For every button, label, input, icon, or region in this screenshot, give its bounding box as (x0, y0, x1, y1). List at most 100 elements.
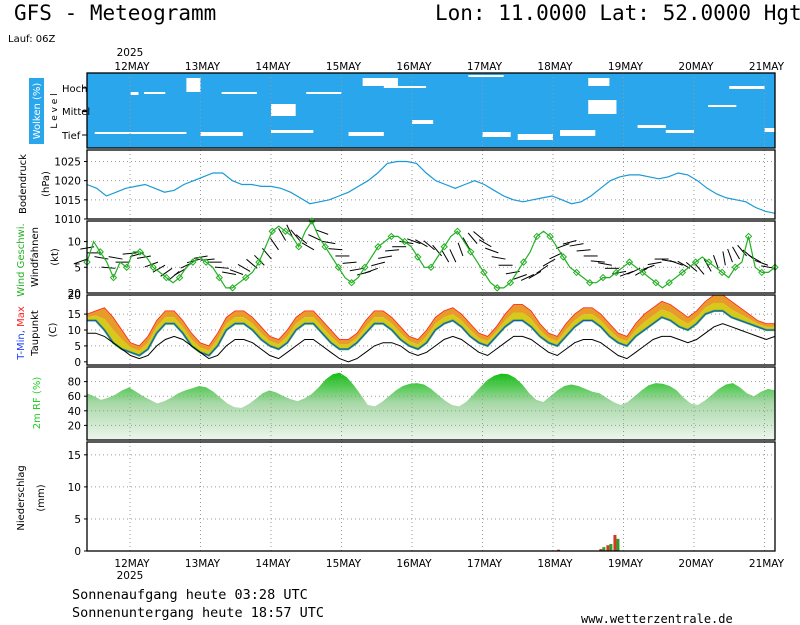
cloud-free-area (348, 132, 384, 136)
wind-barb (432, 244, 443, 257)
wind-barb (229, 269, 244, 275)
wind-barb (748, 254, 762, 263)
panel-frame (86, 220, 776, 294)
y-tick-label: 20 (68, 420, 81, 432)
wind-barb (555, 243, 570, 249)
wind-barb (641, 264, 655, 271)
site-link[interactable]: www.wetterzentrale.de (581, 612, 733, 625)
wind-barb (371, 261, 386, 267)
wind-barb (378, 255, 393, 259)
bottom-day-label: 15MAY (326, 558, 362, 570)
bottom-day-label: 12MAY (114, 558, 150, 570)
y-tick-label: 80 (68, 377, 81, 389)
bottom-day-label: 16MAY (396, 558, 432, 570)
top-year-label: 2025 (117, 47, 144, 59)
wind-speed-point (665, 279, 673, 287)
wind-speed-point (374, 243, 382, 251)
y-tick-label: 1020 (54, 176, 81, 188)
wind-speed-point (493, 284, 501, 292)
precip-bar-other (609, 543, 613, 551)
model-run: Lauf: 06Z (8, 34, 55, 45)
wind-speed-point (705, 258, 713, 266)
bottom-day-label: 13MAY (185, 558, 221, 570)
panel-axis-label: 2m RF (%) (32, 377, 43, 430)
cloud-level-label: Mittel (62, 107, 90, 118)
bottom-day-label: 17MAY (467, 558, 503, 570)
wind-speed-point (215, 273, 224, 282)
location-readout: Lon: 11.0000 Lat: 52.0000 Hgt: 1 (435, 1, 800, 25)
wind-speed-point (691, 258, 700, 266)
wind-barb (467, 232, 478, 244)
panel-axis-label: Wolken (%) (32, 83, 43, 140)
wind-barb (415, 239, 428, 248)
cloud-free-area (468, 75, 504, 77)
wind-barb (597, 262, 612, 266)
panel-axis-label: (C) (48, 323, 59, 338)
bottom-day-label: 21MAY (749, 558, 785, 570)
wind-speed-point (361, 263, 369, 271)
wind-speed-point (758, 268, 766, 277)
sunset-text: Sonnenuntergang heute 18:57 UTC (72, 605, 324, 621)
panel-axis-label: Wind Geschwi. (16, 223, 27, 296)
temp-axis-label: T-Min, Max (16, 306, 27, 361)
wind-barb (94, 256, 109, 260)
wind-speed-point (718, 268, 726, 277)
wind-barb (732, 246, 740, 260)
wind-barb (703, 259, 712, 272)
wind-speed-point (625, 258, 634, 266)
wind-speed-point (149, 263, 157, 271)
panel-axis-label: Niederschlag (16, 465, 27, 530)
cloud-free-area (708, 105, 737, 107)
wind-barb (364, 267, 378, 274)
wind-barb (237, 263, 251, 272)
wind-speed-point (387, 232, 396, 241)
panel-frame (86, 149, 776, 220)
wind-barb (441, 249, 450, 263)
cloud-free-area (271, 104, 296, 116)
wind-barb (576, 249, 591, 252)
y-tick-label: 1010 (54, 214, 81, 226)
bottom-day-label: 20MAY (678, 558, 714, 570)
wind-speed-point (480, 268, 488, 277)
top-day-label: 17MAY (467, 61, 503, 73)
wind-speed-point (678, 268, 687, 277)
wind-barb (694, 263, 705, 275)
panel-axis-label: (mm) (36, 484, 47, 511)
wind-barb (536, 264, 549, 274)
wind-barb (677, 260, 691, 269)
wind-speed-point (334, 263, 343, 271)
wind-speed-point (83, 258, 91, 266)
wind-speed-point (466, 248, 475, 256)
humidity-panel: 20 40 60 80 (68, 366, 776, 441)
wind-barb (328, 248, 343, 251)
precip-bar-other (616, 538, 620, 551)
y-tick-label: 1015 (54, 195, 81, 207)
wind-speed-point (546, 232, 554, 241)
wind-barb (542, 258, 556, 267)
wind-speed-point (136, 248, 144, 256)
bottom-day-label: 19MAY (608, 558, 644, 570)
wind-speed-point (321, 243, 329, 251)
cloud-level-label: Tief (61, 131, 81, 142)
wind-speed-point (453, 227, 462, 235)
panel-axis-label: (kt) (50, 248, 61, 266)
wind-speed-point (572, 268, 581, 277)
y-tick-label: 5 (74, 341, 81, 353)
wind-speed-point (440, 243, 448, 251)
y-tick-label: 0 (74, 546, 81, 558)
wind-speed-point (771, 263, 779, 271)
y-tick-label: 20 (68, 290, 81, 302)
temp-range-lower (87, 302, 775, 356)
dewpoint-line (87, 323, 776, 363)
y-tick-label: 5 (74, 514, 81, 526)
cloud-free-area (94, 132, 187, 134)
bottom-day-label: 14MAY (255, 558, 291, 570)
wind-barb (385, 249, 400, 252)
wind-barb (562, 240, 577, 245)
wind-barb (478, 239, 492, 248)
precipitation-panel: 0 5 10 15 (68, 441, 776, 558)
wind-speed-line (86, 219, 776, 289)
wind-speed-point (744, 232, 753, 241)
wind-speed-point (506, 279, 515, 287)
